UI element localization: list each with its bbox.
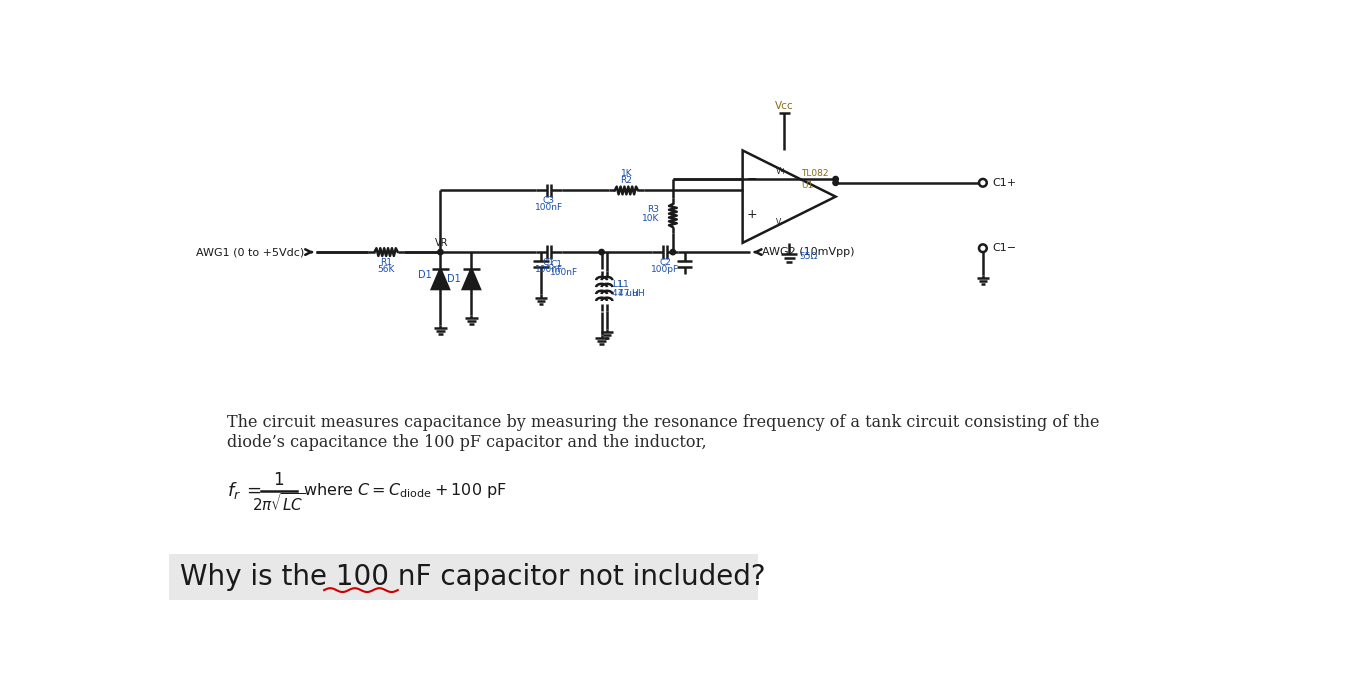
Text: AWG2 (10mVpp): AWG2 (10mVpp): [762, 247, 855, 257]
Text: U1: U1: [801, 181, 813, 189]
Text: 10K: 10K: [641, 214, 659, 223]
Text: 100nF: 100nF: [534, 203, 563, 212]
Text: 1K: 1K: [621, 169, 632, 178]
Text: Vcc: Vcc: [775, 101, 794, 111]
Text: D1: D1: [448, 274, 461, 284]
Polygon shape: [432, 269, 449, 289]
Circle shape: [670, 249, 675, 255]
Text: R1: R1: [380, 258, 392, 267]
Text: L1: L1: [613, 280, 624, 289]
Text: C1−: C1−: [992, 243, 1016, 254]
Text: $f_{r}$: $f_{r}$: [227, 480, 241, 502]
Text: The circuit measures capacitance by measuring the resonance frequency of a tank : The circuit measures capacitance by meas…: [227, 414, 1100, 431]
Text: 47 uH: 47 uH: [613, 289, 639, 298]
Text: C3: C3: [543, 196, 555, 205]
Circle shape: [833, 180, 839, 185]
Bar: [169, 554, 758, 600]
Polygon shape: [463, 269, 480, 289]
Text: L1: L1: [618, 280, 629, 289]
Text: $2\pi\sqrt{LC}$: $2\pi\sqrt{LC}$: [252, 492, 306, 514]
Text: 47 uH: 47 uH: [618, 289, 644, 298]
Text: TL082: TL082: [801, 169, 828, 178]
Text: Why is the 100 nF capacitor not included?: Why is the 100 nF capacitor not included…: [180, 563, 766, 591]
Text: 100nF: 100nF: [534, 265, 563, 274]
Text: V−: V−: [777, 218, 787, 227]
Text: 55Ω: 55Ω: [800, 252, 817, 261]
Text: D1: D1: [418, 270, 432, 280]
Text: −: −: [747, 172, 758, 185]
Text: 100nF: 100nF: [551, 267, 579, 276]
Text: +: +: [747, 207, 758, 220]
Text: C1+: C1+: [992, 178, 1016, 188]
Text: C2: C2: [659, 258, 671, 267]
Text: 100pF: 100pF: [651, 265, 679, 274]
Text: where $C = C_{\mathrm{diode}} + 100\ \mathrm{pF}$: where $C = C_{\mathrm{diode}} + 100\ \ma…: [303, 482, 507, 500]
Circle shape: [599, 249, 605, 255]
Text: C1: C1: [543, 258, 555, 267]
Text: =: =: [246, 482, 261, 500]
Text: C1: C1: [551, 260, 563, 269]
Text: VR: VR: [436, 238, 449, 248]
Text: R3: R3: [647, 205, 659, 214]
Text: diode’s capacitance the 100 pF capacitor and the inductor,: diode’s capacitance the 100 pF capacitor…: [227, 434, 706, 451]
Circle shape: [437, 249, 442, 255]
Text: 56K: 56K: [377, 265, 395, 274]
Text: AWG1 (0 to +5Vdc): AWG1 (0 to +5Vdc): [196, 247, 304, 257]
Text: R2: R2: [621, 176, 632, 185]
Circle shape: [833, 176, 839, 182]
Text: V+: V+: [777, 167, 787, 176]
Text: 1: 1: [273, 471, 284, 489]
